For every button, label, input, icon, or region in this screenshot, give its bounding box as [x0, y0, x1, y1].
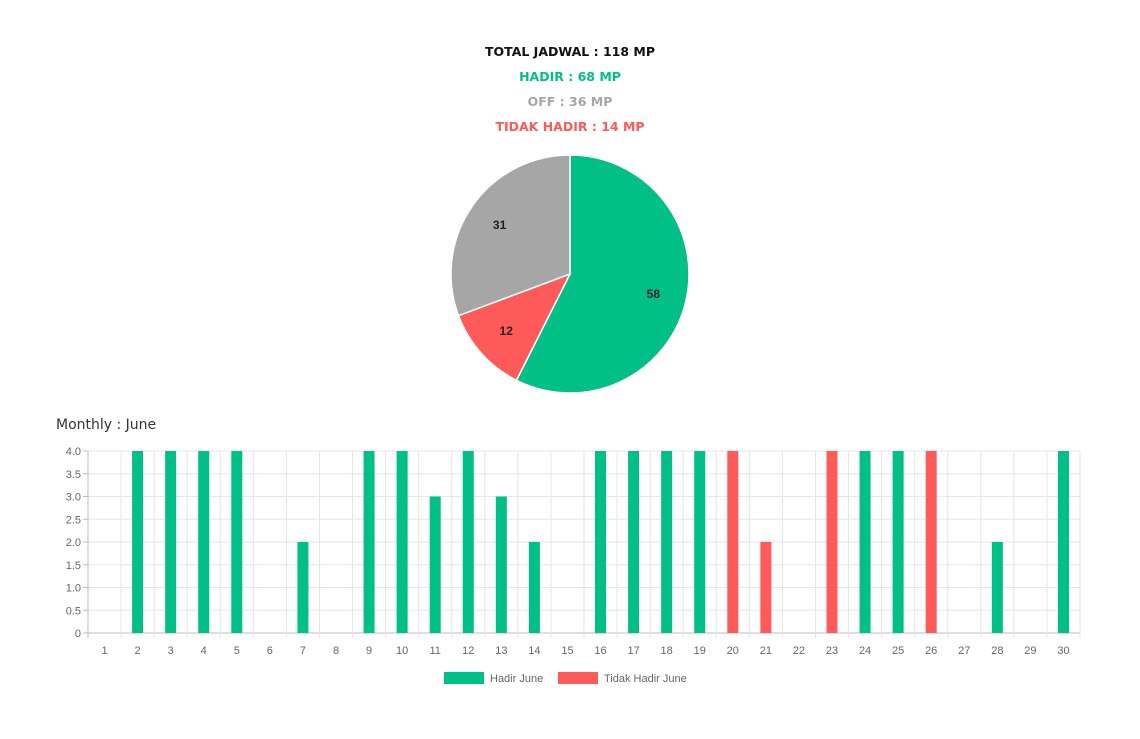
bar-hadir-june-day-25[interactable] [892, 451, 904, 633]
bar-tidak-hadir-june-day-23[interactable] [826, 451, 838, 633]
pie-slice-tidak-hadir[interactable] [457, 272, 572, 382]
x-tick-label: 13 [495, 645, 507, 657]
x-tick-label: 28 [991, 645, 1003, 657]
bar-hadir-june-day-14[interactable] [528, 542, 540, 633]
y-tick-label: 3.5 [66, 469, 81, 481]
monthly-title: Monthly : June [56, 417, 157, 433]
bar-hadir-june-day-10[interactable] [396, 451, 408, 633]
pie-value-label: 12 [500, 324, 514, 338]
x-tick-label: 26 [925, 645, 937, 657]
present-label: HADIR : 68 MP [519, 69, 621, 84]
legend-swatch[interactable] [558, 672, 598, 684]
x-tick-label: 11 [429, 645, 440, 657]
bar-hadir-june-day-12[interactable] [462, 451, 474, 633]
bar-hadir-june-day-9[interactable] [363, 451, 375, 633]
x-tick-label: 12 [462, 645, 474, 657]
y-tick-label: 2.5 [66, 514, 81, 526]
x-tick-label: 3 [168, 645, 174, 657]
monthly-bar-chart: 00.51.01.52.02.53.03.54.01 2 3 4 5 6 7 8 9 10 11 12… [66, 446, 1081, 685]
x-tick-label: 20 [727, 645, 739, 657]
pie-value-label: 31 [493, 218, 507, 232]
x-tick-label: 24 [859, 645, 871, 657]
legend-swatch[interactable] [444, 672, 484, 684]
bar-hadir-june-day-13[interactable] [495, 496, 507, 634]
bar-hadir-june-day-24[interactable] [859, 451, 871, 633]
bar-hadir-june-day-18[interactable] [661, 451, 673, 633]
legend-label[interactable]: Tidak Hadir June [604, 673, 687, 685]
bar-hadir-june-day-16[interactable] [595, 451, 607, 633]
x-tick-label: 9 [366, 645, 372, 657]
bar-hadir-june-day-3[interactable] [165, 451, 177, 633]
x-tick-label: 25 [892, 645, 904, 657]
x-tick-label: 4 [201, 645, 207, 657]
total-schedule-label: TOTAL JADWAL : 118 MP [484, 44, 655, 59]
absent-label: TIDAK HADIR : 14 MP [495, 119, 645, 134]
y-tick-label: 0 [75, 628, 81, 640]
y-tick-label: 4.0 [66, 446, 81, 458]
bar-hadir-june-day-30[interactable] [1057, 451, 1069, 633]
x-tick-label: 1 [101, 645, 107, 657]
x-tick-label: 5 [234, 645, 240, 657]
attendance-summary: TOTAL JADWAL : 118 MP HADIR : 68 MP OFF … [0, 39, 1140, 139]
y-tick-label: 1.5 [66, 560, 81, 572]
y-tick-label: 3.0 [66, 492, 81, 504]
x-tick-label: 2 [135, 645, 141, 657]
x-tick-label: 22 [793, 645, 805, 657]
x-tick-label: 18 [661, 645, 673, 657]
bar-hadir-june-day-19[interactable] [694, 451, 706, 633]
bar-tidak-hadir-june-day-26[interactable] [925, 451, 937, 633]
x-tick-label: 27 [958, 645, 970, 657]
x-tick-label: 8 [333, 645, 339, 657]
y-tick-label: 1.0 [66, 583, 81, 595]
x-tick-label: 6 [267, 645, 273, 657]
bar-tidak-hadir-june-day-20[interactable] [727, 451, 739, 633]
x-tick-label: 21 [760, 645, 772, 657]
off-label: OFF : 36 MP [527, 94, 613, 109]
bar-hadir-june-day-7[interactable] [297, 542, 309, 633]
y-tick-label: 0.5 [66, 605, 81, 617]
x-tick-label: 23 [826, 645, 838, 657]
x-tick-label: 15 [561, 645, 573, 657]
x-tick-label: 17 [627, 645, 639, 657]
attendance-pie-chart: 58 12 31 [450, 154, 690, 394]
x-tick-label: 30 [1057, 645, 1069, 657]
pie-value-label: 58 [647, 287, 661, 301]
bar-hadir-june-day-4[interactable] [198, 451, 210, 633]
bar-hadir-june-day-2[interactable] [132, 451, 144, 633]
x-tick-label: 7 [300, 645, 306, 657]
bar-hadir-june-day-5[interactable] [231, 451, 243, 633]
bar-tidak-hadir-june-day-21[interactable] [760, 542, 772, 633]
bar-hadir-june-day-17[interactable] [628, 451, 640, 633]
x-tick-label: 16 [594, 645, 606, 657]
bar-hadir-june-day-11[interactable] [429, 496, 441, 634]
y-tick-label: 2.0 [66, 537, 81, 549]
x-tick-label: 19 [694, 645, 706, 657]
pie-slice-off[interactable] [450, 154, 571, 317]
x-tick-label: 29 [1024, 645, 1036, 657]
x-tick-label: 14 [528, 645, 540, 657]
bar-hadir-june-day-28[interactable] [991, 542, 1003, 633]
x-tick-label: 10 [396, 645, 408, 657]
pie-slice-hadir[interactable] [515, 154, 690, 394]
legend-label[interactable]: Hadir June [490, 673, 543, 685]
